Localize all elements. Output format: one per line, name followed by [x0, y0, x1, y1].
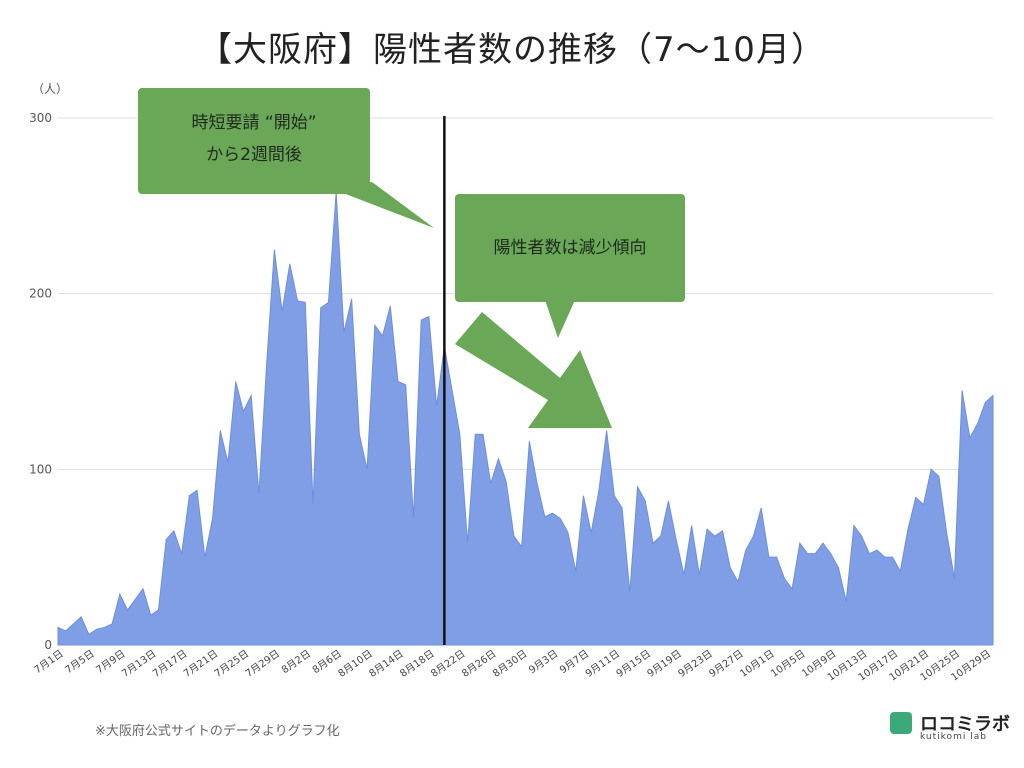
x-tick-label: 8月26日 [460, 648, 499, 680]
logo-mark-icon [890, 712, 912, 734]
y-tick-100: 100 [29, 462, 52, 476]
series-area-path [57, 191, 994, 646]
x-tick-label: 9月19日 [645, 648, 684, 680]
logo: ロコミラボ kutikomi lab [890, 710, 1010, 746]
callout-decrease-text: 陽性者数は減少傾向 [494, 238, 647, 258]
logo-name: ロコミラボ [920, 714, 1010, 735]
y-axis-unit: （人） [32, 82, 68, 96]
y-axis-ticks: 0 100 200 300 [29, 111, 52, 652]
callout-decrease-pointer [545, 300, 575, 338]
y-tick-300: 300 [29, 111, 52, 125]
x-tick-label: 7月21日 [181, 648, 220, 680]
x-tick-label: 8月2日 [279, 648, 313, 677]
source-note: ※大阪府公式サイトのデータよりグラフ化 [95, 724, 340, 739]
x-tick-label: 7月29日 [243, 648, 282, 680]
callout-start-box [138, 88, 370, 194]
logo-sub: kutikomi lab [920, 732, 987, 742]
x-tick-label: 8月14日 [367, 648, 406, 680]
x-tick-label: 9月3日 [527, 648, 561, 677]
x-tick-label: 8月30日 [490, 648, 529, 680]
x-tick-label: 10月1日 [738, 648, 777, 680]
callout-start: 時短要請 “開始” から2週間後 [138, 88, 434, 228]
chart-title: 【大阪府】陽性者数の推移（7〜10月） [198, 30, 826, 70]
series-area [57, 191, 994, 646]
x-tick-label: 10月5日 [769, 648, 808, 680]
x-tick-label: 7月13日 [120, 648, 159, 680]
x-tick-label: 7月17日 [150, 648, 189, 680]
x-tick-label: 8月18日 [398, 648, 437, 680]
y-tick-0: 0 [44, 638, 52, 652]
x-tick-label: 7月5日 [63, 648, 97, 677]
x-axis-ticks: 7月1日7月5日7月9日7月13日7月17日7月21日7月25日7月29日8月2… [32, 648, 993, 684]
callout-decrease-box [455, 194, 685, 302]
x-tick-label: 8月10日 [336, 648, 375, 680]
x-tick-label: 9月23日 [676, 648, 715, 680]
x-tick-label: 8月22日 [429, 648, 468, 680]
callout-start-line2: から2週間後 [206, 145, 302, 165]
callout-start-line1: 時短要請 “開始” [191, 113, 316, 133]
callout-decrease: 陽性者数は減少傾向 [455, 194, 685, 338]
x-tick-label: 9月11日 [583, 648, 622, 680]
decrease-arrow [455, 312, 612, 428]
x-tick-label: 9月15日 [614, 648, 653, 680]
x-tick-label: 7月25日 [212, 648, 251, 680]
x-tick-label: 9月27日 [707, 648, 746, 680]
y-tick-200: 200 [29, 287, 52, 301]
